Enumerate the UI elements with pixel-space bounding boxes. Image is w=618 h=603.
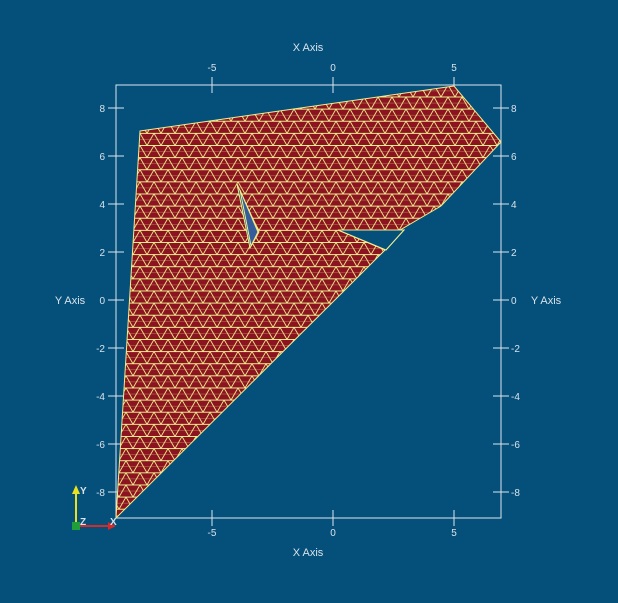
y-tick-label-right: 0 [511,296,517,307]
y-tick-label-left: 4 [99,200,105,211]
x-axis-title-top: X Axis [293,42,324,54]
x-tick-label-top: 5 [451,63,457,74]
y-tick-label-right: 6 [511,152,517,163]
y-tick-label-right: -2 [511,344,520,355]
triad-y-label: Y [80,486,87,497]
y-tick-label-left: -2 [96,344,105,355]
y-tick-label-right: 4 [511,200,517,211]
x-axis-title-bottom: X Axis [293,547,324,559]
y-tick-label-right: 8 [511,104,517,115]
y-tick-label-right: -4 [511,392,520,403]
triangulated-region[interactable] [116,86,501,518]
x-tick-label-bottom: 5 [451,528,457,539]
mesh-surface[interactable] [116,86,501,518]
triad-x-label: X [110,517,117,528]
x-tick-label-bottom: -5 [208,528,217,539]
triad-z-marker [72,522,80,530]
y-tick-label-left: -6 [96,440,105,451]
y-axis-title-right: Y Axis [531,295,562,307]
y-tick-label-left: -4 [96,392,105,403]
triad-y-arrow-icon [72,485,80,494]
y-tick-label-left: -8 [96,488,105,499]
x-tick-label-bottom: 0 [330,528,336,539]
y-tick-label-left: 8 [99,104,105,115]
y-tick-label-left: 2 [99,248,105,259]
y-axis-title-left: Y Axis [55,295,86,307]
y-tick-label-right: 2 [511,248,517,259]
y-tick-label-left: 0 [99,296,105,307]
x-tick-label-top: 0 [330,63,336,74]
x-tick-label-top: -5 [208,63,217,74]
y-tick-label-left: 6 [99,152,105,163]
y-tick-label-right: -6 [511,440,520,451]
y-tick-label-right: -8 [511,488,520,499]
triad-z-label: Z [80,517,86,528]
